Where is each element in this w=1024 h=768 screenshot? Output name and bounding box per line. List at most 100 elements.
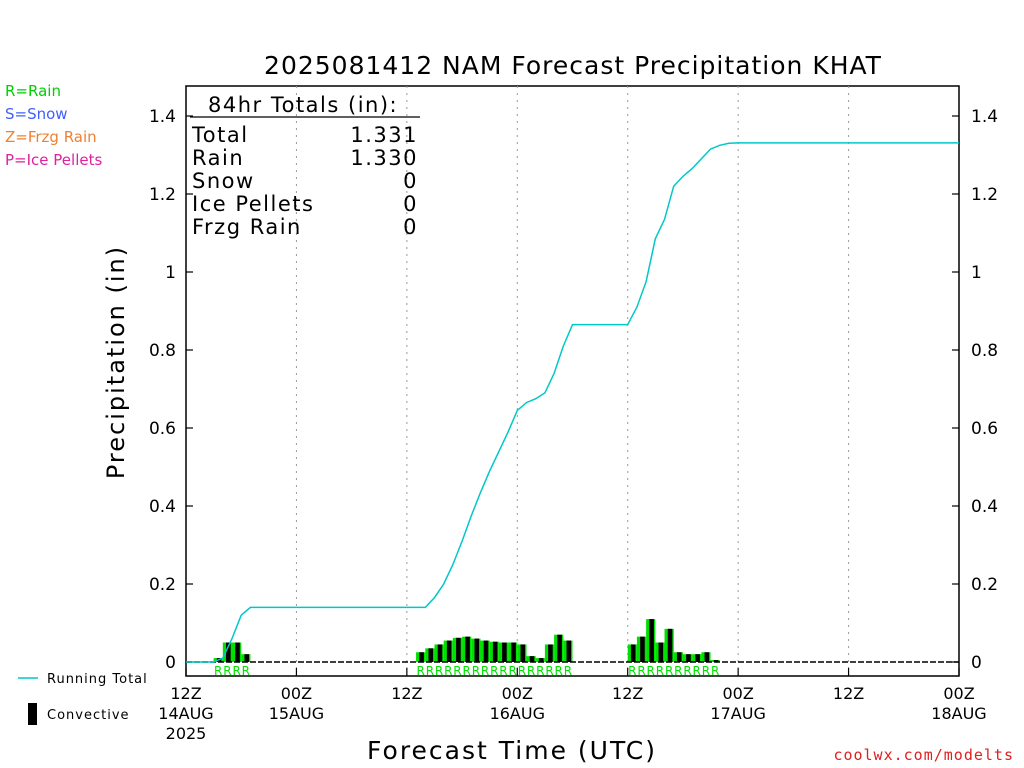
x-tick-year: 2025 [166, 724, 207, 743]
x-tick-label: 12Z [612, 684, 643, 703]
ptype-marker: R [536, 664, 544, 678]
precip-bars [213, 619, 720, 662]
x-tick-date: 17AUG [710, 704, 765, 723]
ptype-marker: R [481, 664, 489, 678]
y-tick-label-right: 0.4 [971, 497, 998, 517]
x-tick-label: 12Z [170, 684, 201, 703]
convective-bar [529, 656, 535, 662]
ptype-legend-item: R=Rain [5, 82, 61, 100]
y-tick-label-left: 0 [165, 653, 176, 673]
x-tick-date: 15AUG [269, 704, 324, 723]
y-tick-label-right: 0.6 [971, 419, 998, 439]
y-tick-label-right: 1 [971, 263, 982, 283]
running-total-line [186, 142, 959, 663]
series-legend: Running Total Convective [18, 672, 148, 725]
convective-bar [667, 628, 673, 662]
ptype-marker: R [490, 664, 498, 678]
ptype-legend: R=Rain S=Snow Z=Frzg Rain P=Ice Pellets [5, 82, 102, 169]
x-tick-label: 12Z [833, 684, 864, 703]
ptype-marker: R [665, 664, 673, 678]
ptype-marker: R [637, 664, 645, 678]
ptype-marker: R [214, 664, 222, 678]
y-tick-label-right: 1.4 [971, 107, 998, 127]
totals-label: Snow [192, 169, 255, 193]
credit-text: coolwx.com/modelts [833, 746, 1014, 764]
ptype-marker: R [472, 664, 480, 678]
y-tick-label-left: 0.2 [149, 575, 176, 595]
totals-label: Total [191, 123, 249, 147]
convective-bar [566, 640, 572, 662]
ptype-legend-item: Z=Frzg Rain [5, 128, 97, 146]
totals-label: Rain [192, 146, 244, 170]
ptype-marker: R [555, 664, 563, 678]
ptype-legend-item: P=Ice Pellets [5, 151, 102, 169]
convective-bar [713, 660, 719, 662]
ptype-marker: R [702, 664, 710, 678]
convective-bar [640, 636, 645, 662]
x-tick-date: 18AUG [931, 704, 986, 723]
convective-bar [244, 654, 250, 662]
y-tick-label-left: 0.6 [149, 419, 176, 439]
y-axis-right: 0 0.2 0.4 0.6 0.8 1 1.2 1.4 [952, 107, 998, 673]
ptype-marker: R [693, 664, 701, 678]
convective-bar [686, 654, 691, 662]
y-tick-label-left: 0.8 [149, 341, 176, 361]
y-tick-label-left: 1.2 [149, 185, 176, 205]
convective-bar [557, 634, 562, 662]
ptype-marker: R [499, 664, 507, 678]
ptype-legend-item: S=Snow [5, 105, 68, 123]
y-axis-left: 0 0.2 0.4 0.6 0.8 1 1.2 1.4 [149, 107, 193, 673]
ptype-marker: R [545, 664, 553, 678]
ptype-marker: R [426, 664, 434, 678]
chart-title: 2025081412 NAM Forecast Precipitation KH… [264, 51, 882, 80]
ptype-marker: R [223, 664, 231, 678]
convective-bar [437, 644, 443, 662]
totals-value: 0 [403, 169, 418, 193]
ptype-marker: R [518, 664, 526, 678]
convective-bar [658, 642, 664, 662]
y-tick-label-right: 0 [971, 653, 982, 673]
convective-bar [483, 640, 489, 662]
convective-bar [695, 654, 700, 662]
convective-bar [419, 652, 424, 662]
convective-bar [630, 644, 636, 662]
totals-value: 0 [403, 192, 418, 216]
gridlines [295, 86, 850, 676]
y-tick-label-left: 1 [165, 263, 176, 283]
totals-value: 1.331 [350, 123, 418, 147]
x-tick-date: 16AUG [490, 704, 545, 723]
ptype-marker: R [647, 664, 655, 678]
ptype-marker: R [463, 664, 471, 678]
y-tick-label-right: 0.8 [971, 341, 998, 361]
x-tick-label: 00Z [502, 684, 533, 703]
convective-bar [511, 642, 516, 662]
totals-value: 1.330 [350, 146, 418, 170]
x-tick-label: 00Z [722, 684, 753, 703]
y-tick-label-right: 1.2 [971, 185, 998, 205]
convective-bar [649, 619, 654, 662]
y-tick-label-left: 1.4 [149, 107, 176, 127]
y-axis-label: Precipitation (in) [102, 245, 130, 479]
convective-bar [502, 642, 507, 662]
totals-label: Ice Pellets [192, 192, 314, 216]
ptype-marker: R [683, 664, 691, 678]
totals-box: 84hr Totals (in): Total 1.331 Rain 1.330 Sno… [190, 93, 420, 239]
ptype-marker: R [444, 664, 452, 678]
legend-label: Convective [47, 708, 130, 723]
convective-bar [676, 652, 682, 662]
running-total-path [186, 142, 959, 663]
ptype-marker: R [564, 664, 572, 678]
ptype-marker: R [656, 664, 664, 678]
convective-bar [226, 642, 231, 662]
convective-bar [520, 644, 526, 662]
ptype-marker: R [416, 664, 424, 678]
x-tick-label: 00Z [943, 684, 974, 703]
x-tick-date: 14AUG [158, 704, 213, 723]
legend-label: Running Total [47, 672, 148, 687]
ptype-marker: R [435, 664, 443, 678]
ptype-marker: R [242, 664, 250, 678]
convective-bar [492, 641, 498, 662]
ptype-marker: R [527, 664, 535, 678]
